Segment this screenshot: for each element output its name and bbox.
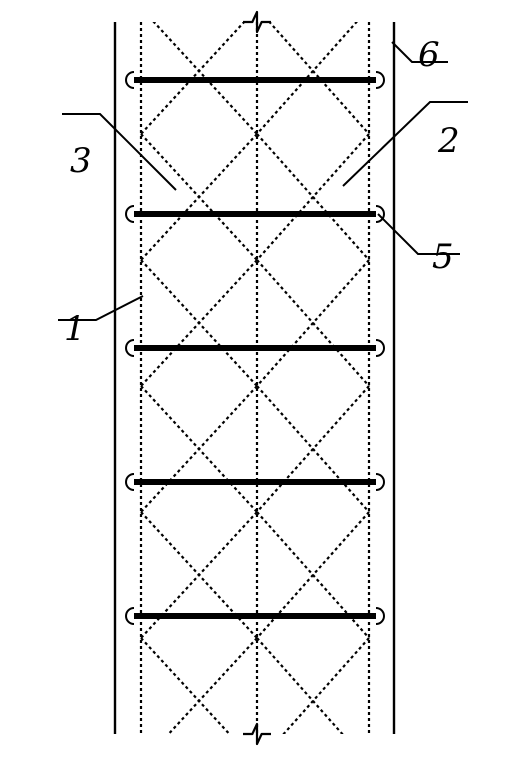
callout-label: 5 <box>432 237 454 277</box>
callout-label: 3 <box>70 141 92 181</box>
callout-label: 6 <box>418 35 440 75</box>
callout-label: 2 <box>437 121 460 161</box>
callout-label: 1 <box>64 309 86 349</box>
